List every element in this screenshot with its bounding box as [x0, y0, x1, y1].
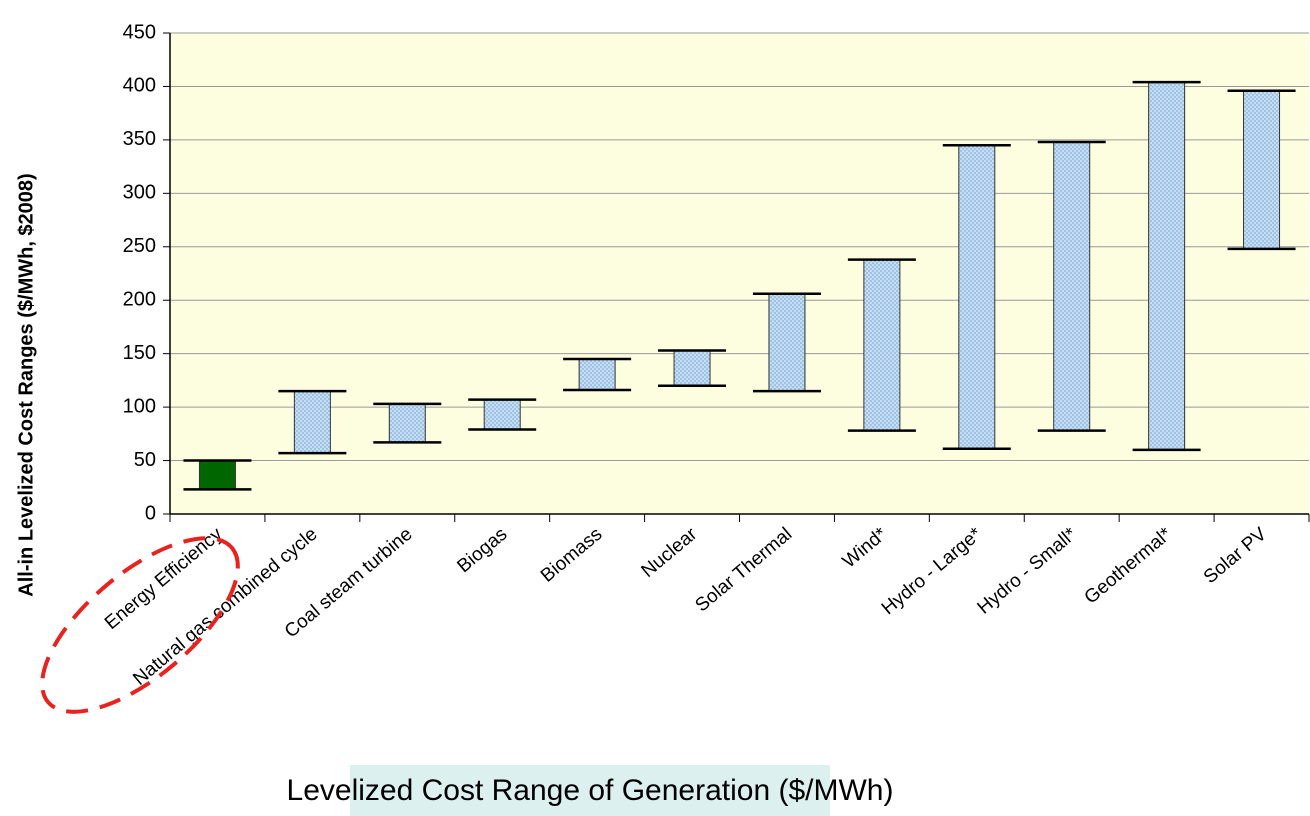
range-bar: [198, 460, 236, 490]
x-tick-label: Natural gas combined cycle: [129, 524, 321, 690]
range-bar: [578, 358, 616, 391]
range-bar: [863, 259, 901, 432]
x-tick-label: Biogas: [453, 524, 511, 577]
annotation-box: [350, 765, 830, 816]
range-bar: [1053, 141, 1091, 432]
y-tick-label: 50: [134, 449, 156, 471]
plot-area: [170, 33, 1309, 514]
y-tick-label: 200: [123, 289, 156, 311]
y-tick-label: 350: [123, 128, 156, 150]
y-tick-label: 0: [145, 502, 156, 524]
x-tick-label: Nuclear: [638, 523, 702, 582]
y-tick-label: 300: [123, 182, 156, 204]
range-bar: [1243, 90, 1281, 250]
annotation: Levelized Cost Range of Generation ($/MW…: [287, 774, 894, 807]
range-bar: [1148, 81, 1186, 451]
x-tick-label: Biomass: [537, 524, 606, 587]
y-tick-label: 450: [123, 21, 156, 43]
y-tick-label: 150: [123, 342, 156, 364]
x-tick-label: Geothermal*: [1081, 523, 1177, 608]
y-tick-label: 100: [123, 395, 156, 417]
y-axis-label: All-in Levelized Cost Ranges ($/MWh, $20…: [15, 173, 37, 596]
range-bar: [673, 349, 711, 387]
range-bar: [388, 403, 426, 443]
highlight-ellipse: [40, 536, 240, 714]
y-tick-label: 400: [123, 75, 156, 97]
range-bar: [958, 144, 996, 450]
x-tick-label: Wind*: [839, 523, 892, 572]
range-bar: [483, 399, 521, 431]
x-tick-label: Solar PV: [1200, 524, 1271, 588]
y-tick-label: 250: [123, 235, 156, 257]
x-tick-label: Solar Thermal: [692, 524, 797, 617]
x-tick-label: Hydro - Large*: [878, 523, 987, 619]
range-bar: [293, 390, 331, 454]
range-bar: [768, 293, 806, 392]
x-tick-label: Hydro - Small*: [974, 523, 1082, 618]
